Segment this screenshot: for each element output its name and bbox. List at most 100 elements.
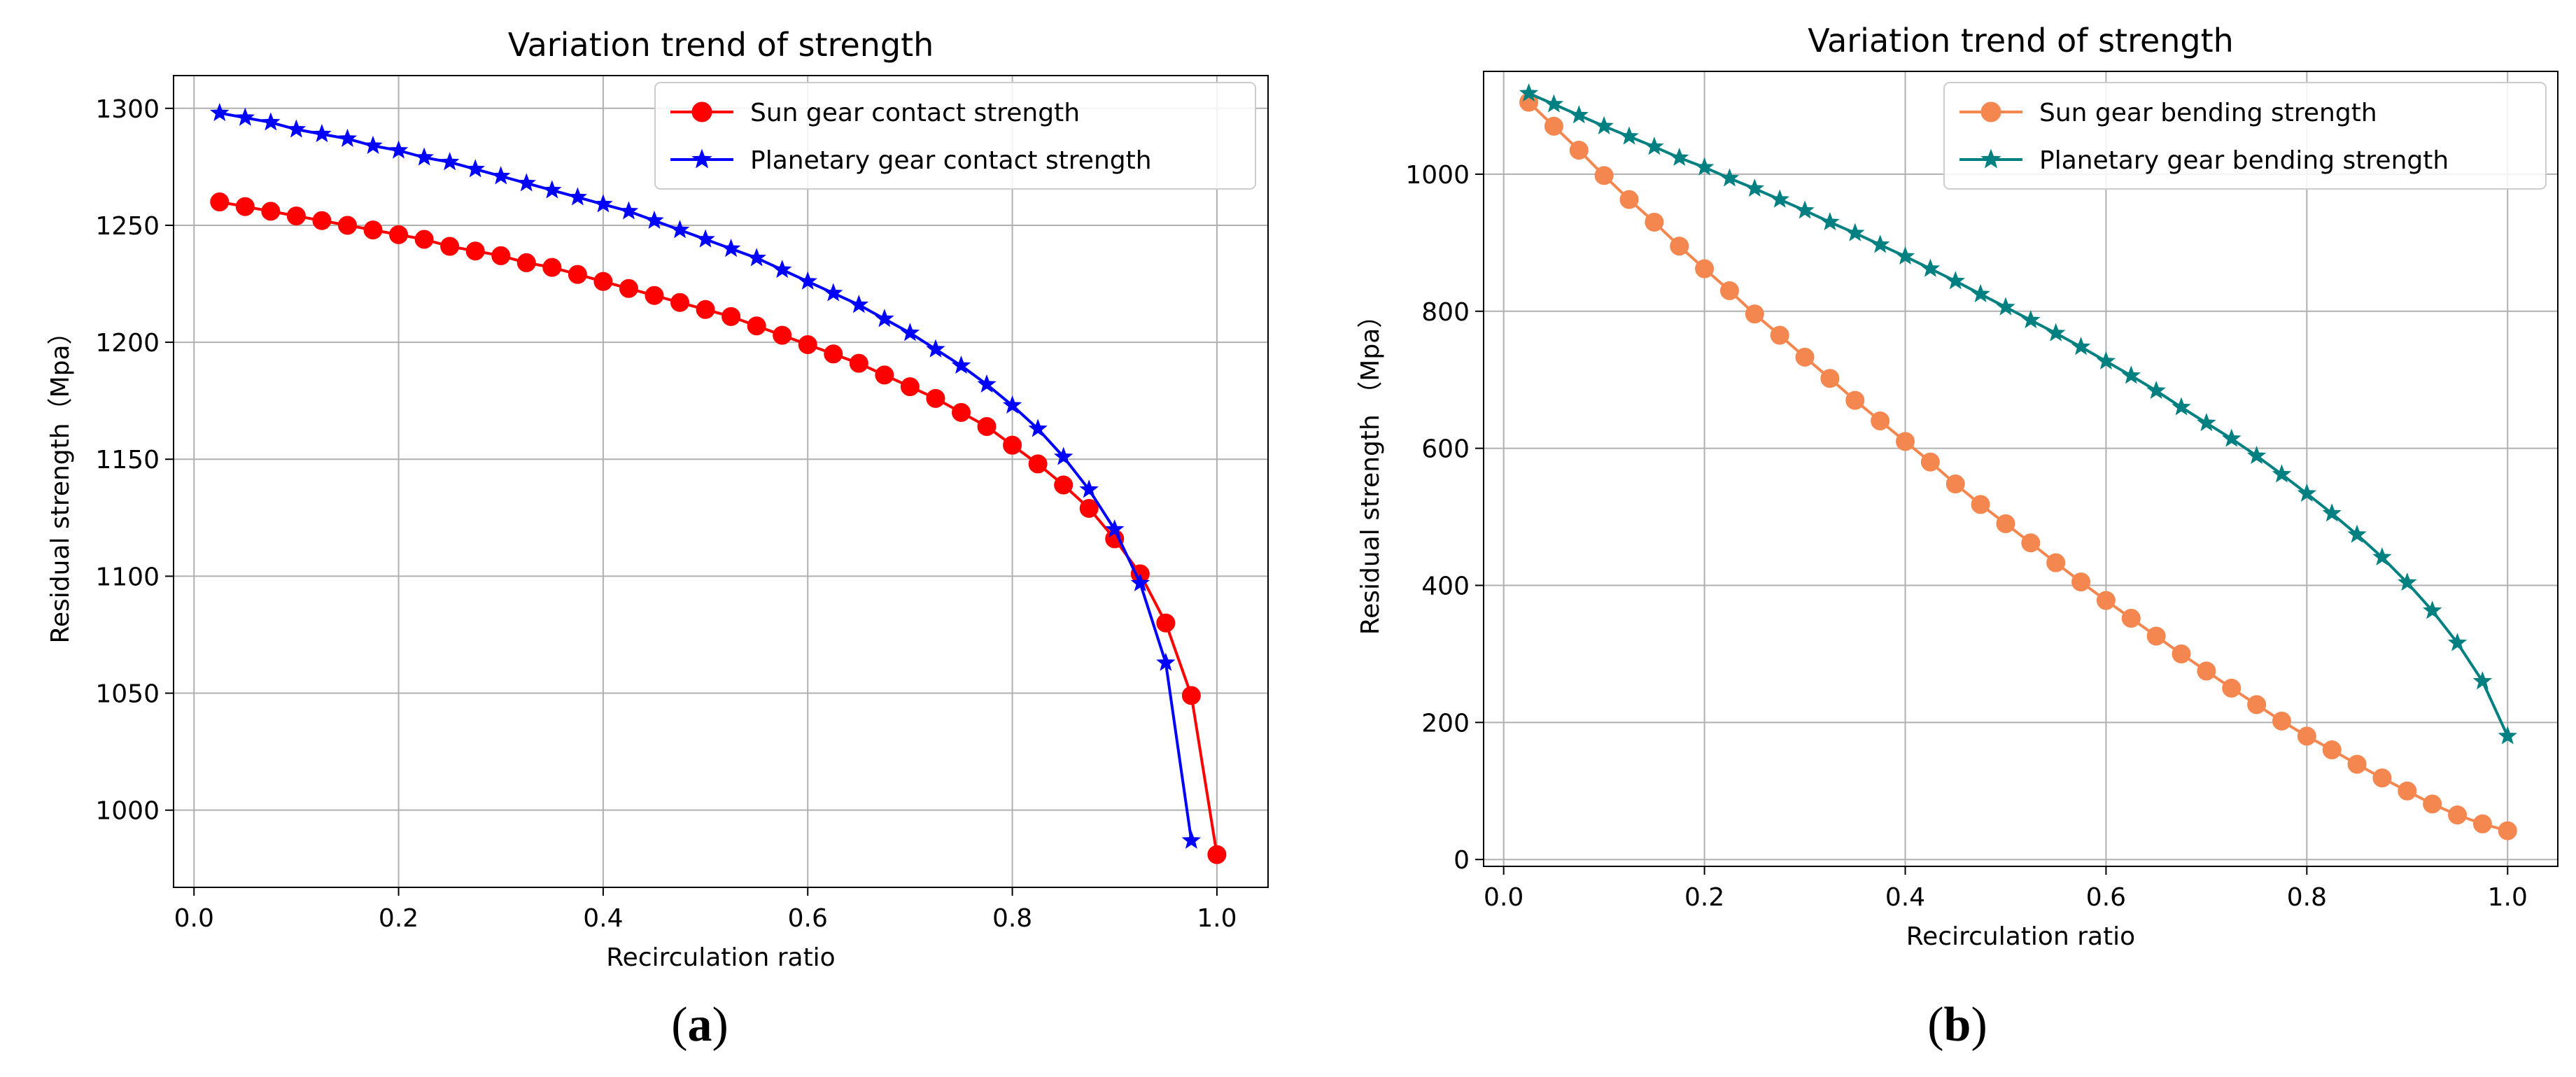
panel-b-series-1-point — [1670, 237, 1689, 256]
panel-b-series-2-point — [1945, 271, 1965, 290]
panel-a-series-1-point — [542, 258, 562, 277]
panel-b-series-1-point — [2322, 740, 2342, 760]
panel-b-series-2-point — [2447, 633, 2468, 652]
panel-b-series-2-point — [1971, 283, 1990, 302]
panel-b-series-2-point — [2372, 547, 2392, 565]
panel-a-series-1-point — [1181, 686, 1201, 705]
panel-a-series-2-point — [977, 374, 997, 393]
panel-a-y-tick-label: 1300 — [95, 95, 160, 124]
panel-b-caption-close-paren: ) — [1971, 998, 1987, 1052]
panel-a-series-1-point — [926, 388, 945, 408]
panel-b-series-1-point — [1569, 141, 1589, 160]
panel-b-series-2-point — [2246, 445, 2267, 465]
panel-b-series-1-point — [2472, 814, 2492, 833]
panel-a-series-2-point — [619, 201, 639, 220]
panel-a-series-2-point — [772, 260, 792, 279]
panel-b-series-1-point — [2372, 768, 2392, 788]
panel-b-series-1-point — [2297, 726, 2316, 746]
panel-a-series-2-point — [747, 248, 766, 267]
panel-a-y-axis-label: Residual strength（Mpa） — [46, 319, 75, 643]
panel-a-series-2-point — [312, 124, 332, 143]
panel-a-x-axis-label: Recirculation ratio — [606, 943, 835, 972]
panel-a-series-1-point — [1079, 498, 1099, 518]
panel-a-series-1-point — [465, 241, 485, 261]
panel-b-series-2-point — [2322, 503, 2342, 522]
panel-a-series-2-point — [1053, 446, 1074, 465]
panel-b-series-1-point — [2096, 591, 2116, 610]
panel-b-series-2-point — [2046, 323, 2066, 342]
panel-b-series-2-point — [1645, 136, 1664, 155]
panel-a-series-1-point — [645, 286, 664, 305]
panel-a-series-1-point — [900, 377, 920, 397]
panel-a-series-2-point — [261, 112, 281, 131]
panel-a-series-2-point — [1002, 395, 1022, 414]
panel-a-series-2-point — [465, 159, 485, 178]
panel-b-series-2-point — [1920, 258, 1941, 277]
panel-a-series-2-point — [286, 119, 307, 138]
panel-a-series-2-point — [670, 220, 690, 239]
panel-b-series-2-line — [1528, 92, 2510, 737]
panel-b-series-1-point — [2172, 644, 2191, 663]
panel-a-legend-swatch-marker — [691, 148, 712, 169]
panel-b-series-1-point — [2197, 661, 2216, 681]
panel-a-y-tick-label: 1000 — [95, 797, 160, 826]
panel-b-series-2-point — [1619, 126, 1639, 145]
panel-a-series-2-point — [926, 339, 945, 358]
panel-a-y-tick-label: 1050 — [95, 680, 160, 709]
panel-a-y-tick-label: 1250 — [95, 212, 160, 241]
panel-a-legend-swatch-marker — [691, 101, 712, 122]
panel-b-series-2-point — [2021, 310, 2041, 329]
panel-b-series-2-point — [1895, 246, 1915, 265]
panel-b-series-2-point — [2272, 464, 2292, 483]
panel-b-caption-letter: b — [1944, 998, 1971, 1052]
panel-a-series-2-point — [1181, 830, 1202, 849]
panel-a-series-2-point — [951, 356, 971, 374]
panel-b-series-1-point — [1544, 116, 1563, 136]
panel-a-caption: (a) — [671, 998, 729, 1052]
panel-a-x-tick-label: 0.6 — [788, 904, 828, 933]
panel-b-series-2-point — [2347, 524, 2367, 543]
panel-b-series-1-line — [1528, 101, 2508, 833]
panel-b-y-tick-label: 1000 — [1405, 161, 1470, 190]
panel-b-caption: (b) — [1927, 998, 1987, 1052]
panel-a-series-2-point — [1079, 479, 1099, 498]
panel-a-series-2-point — [363, 135, 383, 154]
panel-b-series-1-point — [1695, 259, 1715, 279]
panel-b-series-1-point — [1945, 474, 1965, 494]
panel-a-caption-open-paren: ( — [671, 998, 687, 1052]
panel-a-series-1-point — [568, 265, 587, 284]
panel-b-series-1-point — [2247, 695, 2267, 715]
panel-b-series-1-point — [2222, 678, 2241, 698]
panel-b-series-1-point — [1770, 325, 1789, 345]
panel-b-series-2-point — [1519, 83, 1539, 102]
panel-b-series-1-point — [2498, 821, 2517, 840]
panel-b-x-tick-label: 0.4 — [1885, 883, 1925, 912]
panel-b-series-2-point — [2222, 428, 2241, 447]
panel-a-series-1-point — [1156, 613, 1176, 633]
panel-b-x-axis-label: Recirculation ratio — [1906, 922, 2135, 951]
panel-a-series-1-point — [516, 253, 536, 272]
panel-b-caption-open-paren: ( — [1927, 998, 1943, 1052]
panel-b-series-2-point — [2197, 412, 2216, 432]
panel-b-series-2-point — [2121, 365, 2141, 384]
panel-a-series-1-point — [1054, 475, 1074, 495]
panel-b-series-1-point — [1795, 347, 1815, 367]
panel-b-series-2-point — [1845, 223, 1865, 241]
panel-b-series-2-point — [2096, 351, 2116, 369]
panel-a-series-1-point — [491, 246, 511, 265]
panel-b-series-1-point — [2423, 794, 2442, 814]
panel-a-series-1-point — [1003, 435, 1022, 455]
chart-panel-a: 0.0 0.2 0.4 0.6 0.8 1.0 1000 1050 1100 1150 1200 12… — [46, 26, 1269, 1052]
panel-b-series-2-point — [2146, 380, 2166, 400]
panel-a-series-2-point — [414, 147, 434, 166]
panel-b-series-2-point — [1745, 178, 1765, 197]
panel-a-series-1-point — [824, 344, 843, 364]
panel-b-series-2-point — [1870, 234, 1890, 253]
panel-b-series-2-point — [1795, 200, 1815, 219]
panel-a-x-tick-label: 0.0 — [174, 904, 214, 933]
panel-b-legend-label: Sun gear bending strength — [2039, 99, 2377, 127]
panel-b-legend-swatch-marker — [1980, 101, 2001, 122]
panel-a-series-1-line — [219, 200, 1218, 855]
panel-b-x-tick-label: 0.6 — [2086, 883, 2126, 912]
panel-b-y-tick-label: 200 — [1421, 709, 1470, 738]
